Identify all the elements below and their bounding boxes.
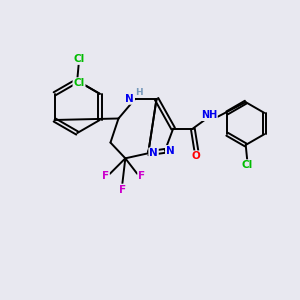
Text: Cl: Cl bbox=[73, 54, 84, 64]
Text: H: H bbox=[136, 88, 143, 97]
Text: Cl: Cl bbox=[242, 160, 253, 170]
Text: N: N bbox=[125, 94, 134, 104]
Text: Cl: Cl bbox=[74, 78, 85, 88]
Text: F: F bbox=[102, 171, 109, 181]
Text: O: O bbox=[192, 151, 201, 161]
Text: N: N bbox=[149, 148, 158, 158]
Text: F: F bbox=[119, 184, 126, 194]
Text: F: F bbox=[138, 171, 145, 181]
Text: N: N bbox=[166, 146, 175, 156]
Text: NH: NH bbox=[201, 110, 217, 120]
